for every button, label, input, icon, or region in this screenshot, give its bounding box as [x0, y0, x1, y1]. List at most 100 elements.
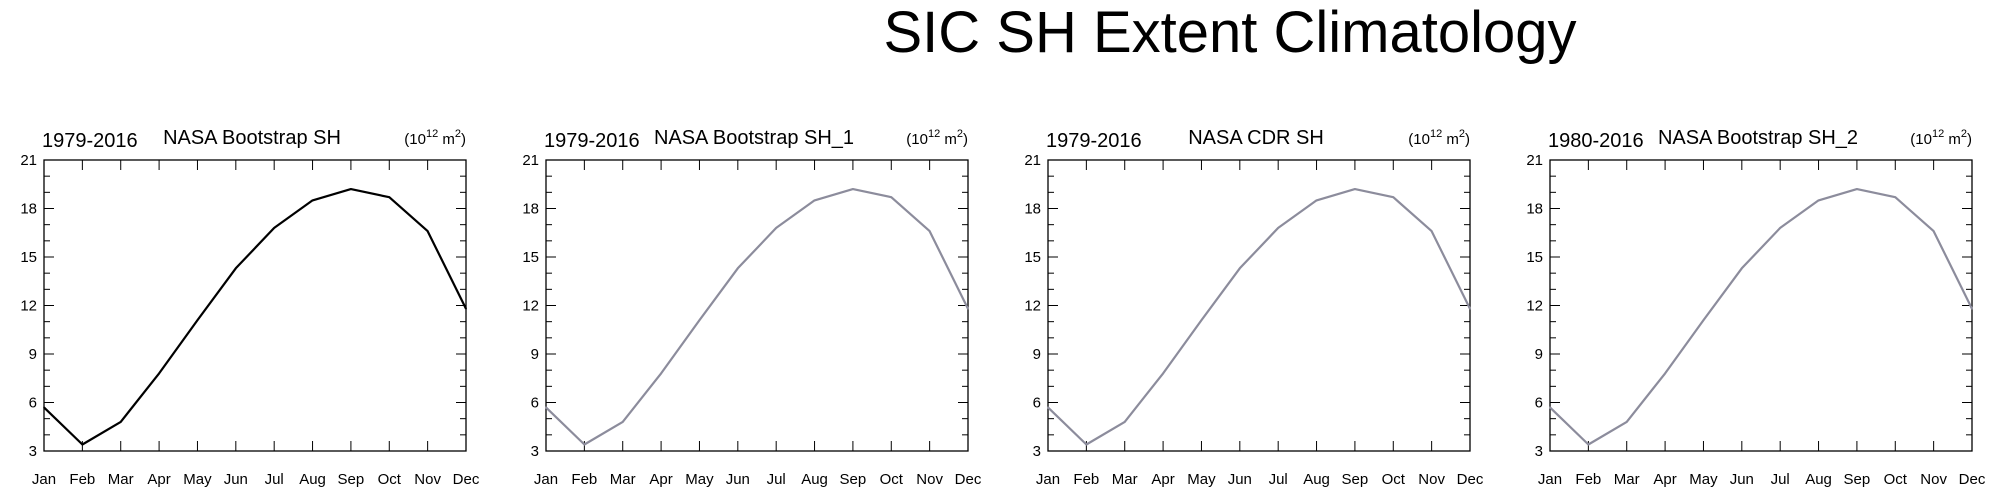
period-label: 1979-2016: [1046, 130, 1142, 152]
data-point: [737, 267, 739, 270]
x-tick-label: Jan: [32, 471, 56, 488]
x-tick-label: Sep: [1844, 471, 1871, 488]
data-point: [1162, 372, 1164, 375]
data-point: [890, 196, 893, 198]
data-point: [1549, 406, 1551, 409]
x-tick-label: May: [1187, 471, 1216, 488]
data-point: [1856, 188, 1858, 190]
data-point: [1741, 267, 1743, 270]
x-tick-label: Jun: [1228, 471, 1252, 488]
y-tick-label: 21: [1526, 152, 1543, 169]
data-point: [1702, 319, 1705, 321]
panel-title: NASA Bootstrap SH_2: [1658, 127, 1858, 149]
data-point: [426, 230, 429, 232]
y-tick-label: 15: [1024, 249, 1041, 266]
x-tick-label: Aug: [1805, 471, 1832, 488]
data-point: [1277, 227, 1279, 229]
x-tick-label: Oct: [1884, 471, 1908, 488]
data-point: [621, 421, 624, 423]
data-point: [698, 319, 701, 321]
data-point: [1587, 443, 1590, 446]
units-text: (10: [1910, 131, 1932, 148]
units-label: (1012 m2): [906, 128, 968, 148]
y-tick-label: 18: [1024, 201, 1041, 218]
y-tick-label: 6: [1535, 395, 1543, 412]
units-label: (1012 m2): [404, 128, 466, 148]
data-point: [545, 406, 547, 409]
x-tick-label: Nov: [1920, 471, 1947, 488]
data-point: [1469, 307, 1471, 310]
x-tick-label: Mar: [1614, 471, 1640, 488]
data-point: [1932, 230, 1935, 232]
units-text: ): [1967, 131, 1972, 148]
y-tick-label: 12: [20, 298, 37, 315]
data-point: [119, 421, 122, 423]
data-point: [1625, 421, 1628, 423]
x-tick-label: Nov: [414, 471, 441, 488]
units-text: ): [461, 131, 466, 148]
plot-frame: [1549, 159, 1973, 452]
x-tick-label: Jan: [1036, 471, 1060, 488]
x-tick-label: Jul: [1269, 471, 1288, 488]
data-point: [81, 443, 84, 446]
x-tick-label: Jul: [265, 471, 284, 488]
y-tick-label: 12: [1024, 298, 1041, 315]
x-tick-label: Mar: [108, 471, 134, 488]
units-exponent: 2: [455, 128, 461, 140]
x-tick-label: Feb: [1575, 471, 1601, 488]
x-tick-label: Dec: [1457, 471, 1484, 488]
data-point: [1315, 199, 1318, 202]
period-label: 1979-2016: [544, 130, 640, 152]
data-point: [1200, 319, 1203, 321]
period-label: 1979-2016: [42, 130, 138, 152]
data-point: [967, 307, 969, 310]
data-point: [43, 406, 45, 409]
panel-title: NASA Bootstrap SH: [163, 127, 341, 149]
units-exponent: 2: [1961, 128, 1967, 140]
x-tick-label: Jan: [534, 471, 558, 488]
data-point: [273, 227, 275, 229]
y-tick-label: 6: [29, 395, 37, 412]
x-tick-label: Sep: [1342, 471, 1369, 488]
series-line: [43, 188, 467, 446]
x-tick-label: Mar: [610, 471, 636, 488]
data-point: [1123, 421, 1126, 423]
data-point: [1894, 196, 1897, 198]
data-point: [1971, 307, 1973, 310]
x-tick-label: Oct: [1382, 471, 1406, 488]
data-point: [1354, 188, 1356, 190]
y-tick-label: 9: [29, 346, 37, 363]
x-tick-label: Apr: [147, 471, 170, 488]
units-text: (10: [906, 131, 928, 148]
x-tick-label: Sep: [338, 471, 365, 488]
x-tick-label: Oct: [378, 471, 402, 488]
y-tick-label: 12: [1526, 298, 1543, 315]
data-point: [1392, 196, 1395, 198]
panel-title: NASA Bootstrap SH_1: [654, 127, 854, 149]
y-tick-label: 3: [531, 443, 539, 460]
units-text: (10: [404, 131, 426, 148]
data-point: [1239, 267, 1241, 270]
x-tick-label: Jan: [1538, 471, 1562, 488]
data-point: [1085, 443, 1088, 446]
data-point: [235, 267, 237, 270]
x-tick-label: Feb: [69, 471, 95, 488]
data-point: [1817, 199, 1820, 202]
x-tick-label: Sep: [840, 471, 867, 488]
main-title: SIC SH Extent Climatology: [883, 0, 1577, 65]
y-tick-label: 18: [522, 201, 539, 218]
x-tick-label: Aug: [1303, 471, 1330, 488]
y-tick-label: 9: [531, 346, 539, 363]
y-tick-label: 3: [29, 443, 37, 460]
data-point: [1047, 406, 1049, 409]
y-tick-label: 18: [20, 201, 37, 218]
chart-panel-2: 1979-2016 NASA Bootstrap SH_1 (1012 m2)369…: [522, 127, 982, 488]
data-point: [388, 196, 391, 198]
x-tick-label: Oct: [880, 471, 904, 488]
x-tick-label: Apr: [1653, 471, 1676, 488]
y-tick-label: 3: [1535, 443, 1543, 460]
units-exponent: 2: [957, 128, 963, 140]
units-label: (1012 m2): [1408, 128, 1470, 148]
y-tick-label: 9: [1033, 346, 1041, 363]
y-tick-label: 15: [1526, 249, 1543, 266]
